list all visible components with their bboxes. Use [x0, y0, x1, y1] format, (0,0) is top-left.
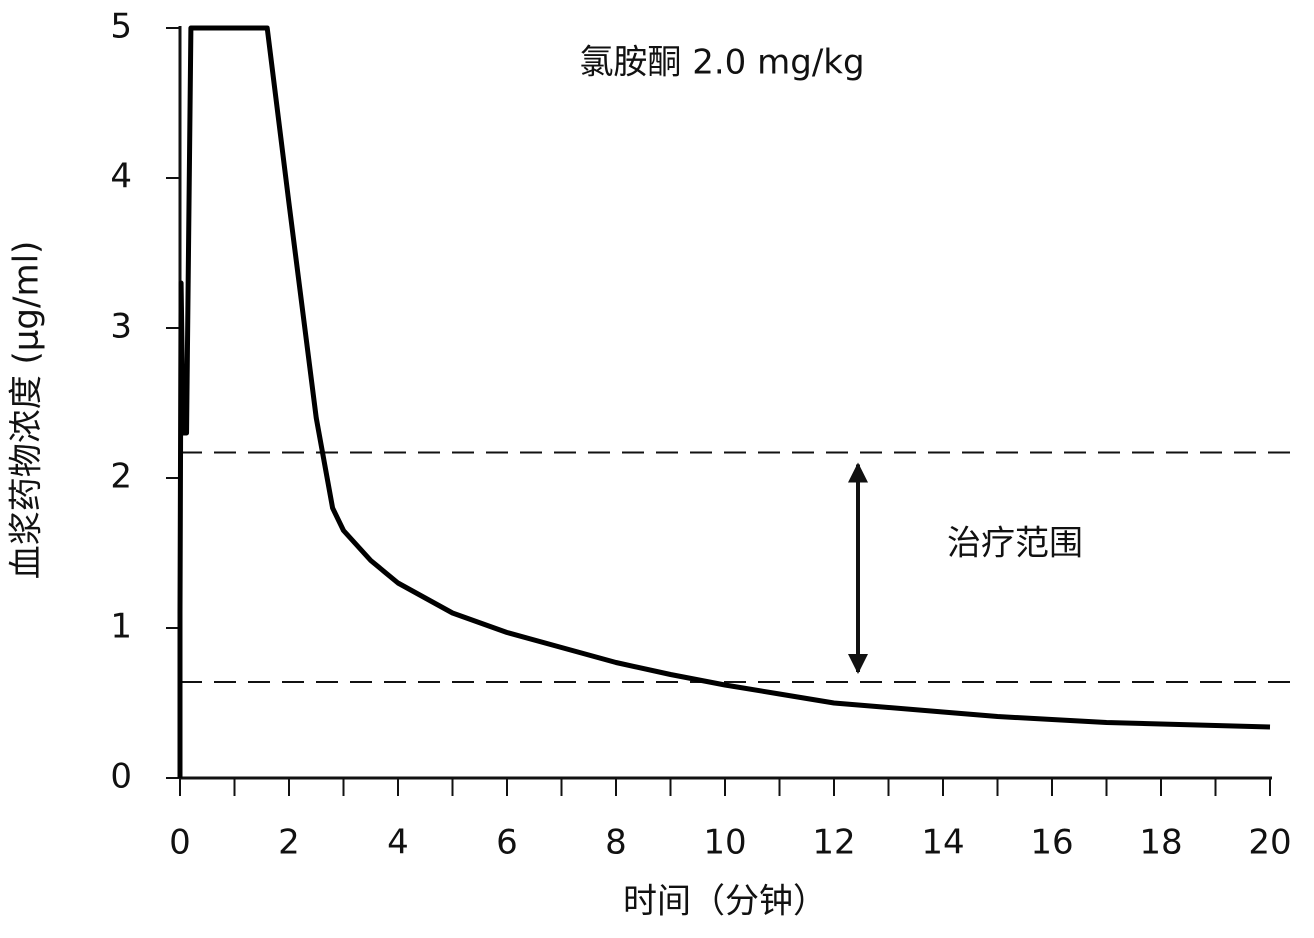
x-axis-label: 时间（分钟） — [623, 882, 827, 922]
y-tick-label: 4 — [110, 157, 132, 197]
y-tick-label: 0 — [110, 757, 132, 797]
x-tick-label: 18 — [1139, 823, 1182, 863]
x-tick-label: 16 — [1030, 823, 1073, 863]
x-tick-label: 12 — [812, 823, 855, 863]
x-tick-label: 2 — [278, 823, 300, 863]
annotation: 治疗范围 — [947, 524, 1083, 564]
chart-title: 氯胺酮 2.0 mg/kg — [579, 43, 864, 83]
y-tick-label: 1 — [110, 607, 132, 647]
y-tick-label: 2 — [110, 457, 132, 497]
x-tick-label: 4 — [387, 823, 409, 863]
x-tick-label: 20 — [1248, 823, 1291, 863]
data-line — [177, 25, 1271, 778]
x-tick-label: 8 — [605, 823, 627, 863]
x-tick-label: 6 — [496, 823, 518, 863]
x-tick-label: 10 — [703, 823, 746, 863]
y-tick-label: 5 — [110, 7, 132, 47]
x-tick-label: 14 — [921, 823, 964, 863]
x-tick-label: 0 — [169, 823, 191, 863]
y-tick-label: 3 — [110, 307, 132, 347]
y-axis-label: 血浆药物浓度 (μg/ml) — [7, 241, 47, 580]
